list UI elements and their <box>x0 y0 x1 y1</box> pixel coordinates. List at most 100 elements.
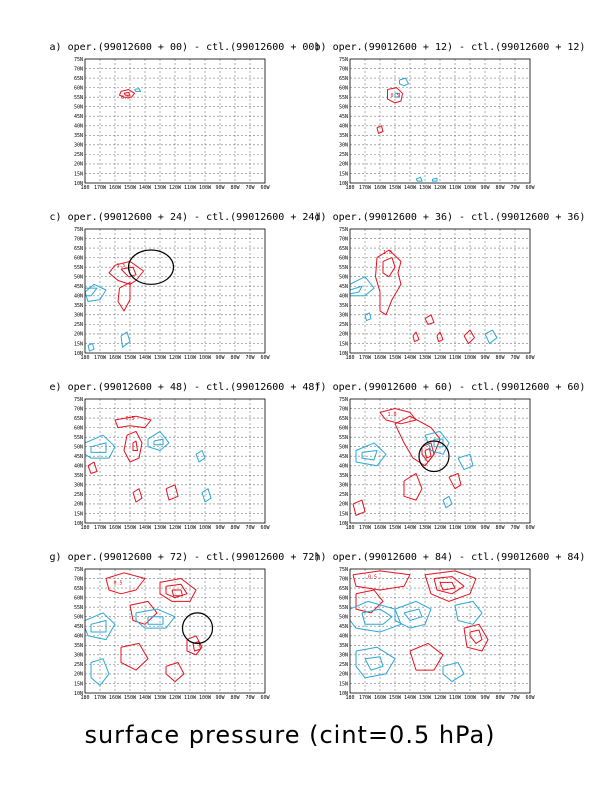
y-tick-label: 30N <box>339 143 348 149</box>
y-tick-label: 50N <box>339 444 348 450</box>
y-tick-label: 40N <box>339 124 348 130</box>
y-tick-label: 65N <box>74 416 83 422</box>
x-tick-label: 130W <box>419 355 432 361</box>
x-tick-label: 60W <box>260 525 270 531</box>
highlight-circle <box>181 612 214 645</box>
y-tick-label: 50N <box>74 104 83 110</box>
gridlines <box>85 229 265 353</box>
y-tick-label: 70N <box>339 236 348 242</box>
x-tick-label: 140W <box>404 525 417 531</box>
y-tick-label: 10N <box>74 351 83 357</box>
x-tick-label: 160W <box>374 695 387 701</box>
x-tick-label: 90W <box>480 695 490 701</box>
y-tick-label: 20N <box>339 162 348 168</box>
x-tick-label: 180 <box>80 355 89 361</box>
y-tick-label: 15N <box>74 511 83 517</box>
contour-negative <box>195 450 206 463</box>
panel-title: c) oper.(99012600 + 24) - ctl.(99012600 … <box>50 212 321 223</box>
y-tick-label: 45N <box>339 284 348 290</box>
y-tick-label: 60N <box>74 595 83 601</box>
x-tick-label: 150W <box>124 695 137 701</box>
contours: 0.5 <box>376 77 438 182</box>
panel-title: g) oper.(99012600 + 72) - ctl.(99012600 … <box>50 552 321 563</box>
y-tick-label: 25N <box>339 492 348 498</box>
x-tick-label: 180 <box>80 525 89 531</box>
y-tick-label: 55N <box>74 265 83 271</box>
y-tick-label: 15N <box>74 681 83 687</box>
x-tick-label: 180 <box>345 185 354 191</box>
y-tick-label: 50N <box>74 274 83 280</box>
contour-negative <box>484 329 498 344</box>
x-tick-label: 170W <box>359 355 372 361</box>
y-tick-label: 70N <box>74 66 83 72</box>
y-tick-label: 30N <box>339 653 348 659</box>
x-tick-label: 160W <box>109 525 122 531</box>
contour-positive <box>382 257 396 278</box>
y-tick-label: 70N <box>339 576 348 582</box>
x-tick-label: 180 <box>80 185 89 191</box>
x-tick-label: 130W <box>154 185 167 191</box>
x-tick-label: 120W <box>434 525 447 531</box>
contour-positive <box>87 461 98 474</box>
contours: 0.5 <box>85 415 212 503</box>
x-tick-label: 90W <box>215 695 225 701</box>
x-tick-label: 110W <box>184 525 197 531</box>
x-tick-label: 150W <box>124 525 137 531</box>
contour-positive <box>412 331 420 343</box>
y-tick-label: 25N <box>74 662 83 668</box>
x-tick-label: 90W <box>215 185 225 191</box>
panel-g: g) oper.(99012600 + 72) - ctl.(99012600 … <box>50 552 321 701</box>
contour-negative <box>85 287 98 297</box>
x-tick-label: 150W <box>389 525 402 531</box>
contour-negative <box>120 331 131 348</box>
contour-label: 1.5 <box>116 263 125 269</box>
x-tick-label: 170W <box>359 695 372 701</box>
y-tick-label: 20N <box>339 332 348 338</box>
contour-positive <box>463 329 475 344</box>
y-tick-label: 35N <box>339 303 348 309</box>
x-tick-label: 140W <box>139 525 152 531</box>
contour-negative <box>90 442 107 453</box>
x-tick-label: 120W <box>434 695 447 701</box>
y-tick-label: 25N <box>339 322 348 328</box>
y-tick-label: 30N <box>74 313 83 319</box>
x-tick-label: 140W <box>404 185 417 191</box>
y-tick-label: 35N <box>74 303 83 309</box>
x-tick-label: 130W <box>154 355 167 361</box>
gridlines <box>350 229 530 353</box>
x-tick-label: 80W <box>495 355 505 361</box>
contours: 0.5 <box>350 570 489 683</box>
x-tick-label: 160W <box>109 355 122 361</box>
panel-d: d) oper.(99012600 + 36) - ctl.(99012600 … <box>315 212 586 361</box>
x-tick-label: 140W <box>139 695 152 701</box>
y-tick-label: 30N <box>74 653 83 659</box>
x-tick-label: 160W <box>109 185 122 191</box>
y-tick-label: 55N <box>74 605 83 611</box>
y-tick-label: 65N <box>74 246 83 252</box>
y-tick-label: 25N <box>339 152 348 158</box>
contour-label: 1.0 <box>383 250 392 256</box>
contour-positive <box>105 572 146 595</box>
y-tick-label: 75N <box>74 57 83 63</box>
panel-frame <box>349 228 531 354</box>
y-tick-label: 25N <box>339 662 348 668</box>
figure-caption: surface pressure (cint=0.5 hPa) <box>84 721 495 749</box>
y-tick-label: 60N <box>339 85 348 91</box>
x-tick-label: 60W <box>260 695 270 701</box>
panel-a: a) oper.(99012600 + 00) - ctl.(99012600 … <box>50 42 321 191</box>
contour-negative <box>85 283 107 302</box>
x-tick-label: 110W <box>449 525 462 531</box>
y-tick-label: 55N <box>74 95 83 101</box>
x-tick-label: 80W <box>230 525 240 531</box>
x-tick-label: 70W <box>510 525 520 531</box>
x-tick-label: 80W <box>495 695 505 701</box>
panel-e: e) oper.(99012600 + 48) - ctl.(99012600 … <box>50 382 321 531</box>
y-tick-label: 40N <box>339 634 348 640</box>
y-tick-label: 70N <box>74 406 83 412</box>
y-tick-label: 15N <box>339 341 348 347</box>
x-tick-label: 100W <box>464 185 477 191</box>
contour-negative <box>361 450 378 461</box>
contour-negative <box>394 92 400 98</box>
contour-positive <box>436 331 444 343</box>
y-tick-label: 65N <box>74 76 83 82</box>
